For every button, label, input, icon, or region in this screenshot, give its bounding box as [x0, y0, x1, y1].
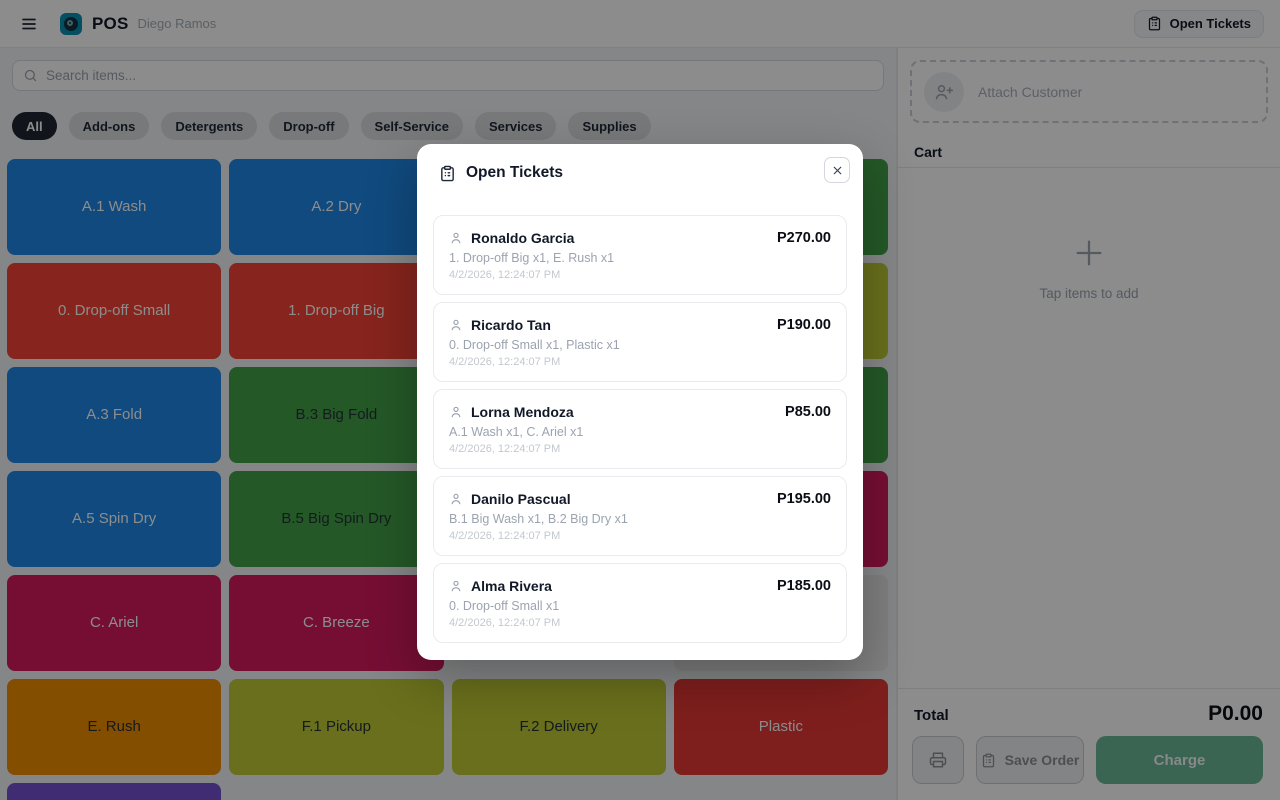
ticket-price: P270.00 [776, 229, 831, 246]
open-tickets-modal: Open Tickets Ronaldo Garcia P270.00 1. Dro… [417, 144, 863, 660]
category-tabs: All Add-ons Detergents Drop-off Self-Service… [12, 112, 651, 140]
ticket-customer-name: Alma Rivera [471, 577, 552, 594]
category-tab-all[interactable]: All [12, 112, 57, 140]
product-tile-c-breeze[interactable]: C. Breeze [229, 575, 444, 671]
modal-header: Open Tickets [417, 144, 863, 192]
save-order-button[interactable]: Save Order [976, 736, 1084, 784]
search-icon [23, 68, 38, 83]
ticket-items-summary: A.1 Wash x1, C. Ariel x1 [449, 424, 584, 439]
product-tile[interactable] [7, 783, 222, 800]
category-tab-services[interactable]: Services [474, 112, 557, 140]
product-tile-plastic[interactable]: Plastic [673, 679, 888, 775]
app-logo [60, 12, 82, 35]
ticket-timestamp: 4/2/2026, 12:24:07 PM [449, 355, 561, 368]
ticket-card[interactable]: Ronaldo Garcia P270.00 1. Drop-off Big x1,… [433, 215, 847, 295]
product-tile-b-3-big-fold[interactable]: B.3 Big Fold [229, 367, 444, 463]
ticket-card[interactable]: Alma Rivera P185.00 0. Drop-off Small x1 4/… [433, 563, 847, 643]
person-icon [449, 579, 463, 593]
category-tab-supplies[interactable]: Supplies [568, 112, 651, 140]
ticket-customer-name: Ricardo Tan [471, 316, 551, 333]
ticket-items-summary: 0. Drop-off Small x1 [449, 598, 560, 613]
person-icon [449, 318, 463, 332]
ticket-timestamp: 4/2/2026, 12:24:07 PM [449, 442, 561, 455]
product-tile-f-2-delivery[interactable]: F.2 Delivery [451, 679, 666, 775]
cart-divider [898, 167, 1280, 168]
ticket-customer-name: Lorna Mendoza [471, 403, 574, 420]
ticket-timestamp: 4/2/2026, 12:24:07 PM [449, 616, 561, 629]
product-tile-b-5-big-spin-dry[interactable]: B.5 Big Spin Dry [229, 471, 444, 567]
ticket-items-summary: 0. Drop-off Small x1, Plastic x1 [449, 337, 620, 352]
category-tab-add-ons[interactable]: Add-ons [68, 112, 150, 140]
ticket-header: Alma Rivera P185.00 [449, 578, 831, 594]
category-tab-self-service[interactable]: Self-Service [360, 112, 463, 140]
ticket-header: Ricardo Tan P190.00 [449, 317, 831, 333]
product-tile-0-drop-off-small[interactable]: 0. Drop-off Small [7, 263, 222, 359]
modal-title: Open Tickets [466, 164, 564, 181]
ticket-price: P85.00 [785, 403, 831, 420]
ticket-price: P190.00 [776, 316, 831, 333]
clipboard-icon [439, 165, 456, 182]
total-value: P0.00 [1208, 702, 1263, 725]
ticket-items-summary: 1. Drop-off Big x1, E. Rush x1 [449, 250, 615, 265]
product-tile-f-1-pickup[interactable]: F.1 Pickup [229, 679, 444, 775]
ticket-card[interactable]: Lorna Mendoza P85.00 A.1 Wash x1, C. Ariel… [433, 389, 847, 469]
cart-footer: Total P0.00 Save Order Charge [898, 688, 1280, 800]
total-label: Total [914, 707, 949, 724]
ticket-customer-name: Ronaldo Garcia [471, 229, 575, 246]
printer-icon [929, 751, 947, 769]
user-plus-icon [924, 71, 964, 112]
product-tile-a-1-wash[interactable]: A.1 Wash [7, 159, 222, 255]
cart-empty-state: Tap items to add [898, 168, 1280, 687]
category-tab-detergents[interactable]: Detergents [161, 112, 258, 140]
product-tile-e-rush[interactable]: E. Rush [7, 679, 222, 775]
hamburger-menu-icon[interactable] [16, 11, 42, 37]
ticket-items-summary: B.1 Big Wash x1, B.2 Big Dry x1 [449, 511, 628, 526]
ticket-price: P185.00 [776, 577, 831, 594]
ticket-card[interactable]: Ricardo Tan P190.00 0. Drop-off Small x1, … [433, 302, 847, 382]
ticket-card[interactable]: Danilo Pascual P195.00 B.1 Big Wash x1, B.… [433, 476, 847, 556]
print-button[interactable] [912, 736, 964, 784]
open-tickets-button-label: Open Tickets [1169, 16, 1251, 31]
ticket-timestamp: 4/2/2026, 12:24:07 PM [449, 268, 561, 281]
attach-customer-button[interactable]: Attach Customer [910, 60, 1268, 123]
ticket-customer-name: Danilo Pascual [471, 490, 571, 507]
total-row: Total P0.00 [898, 689, 1280, 726]
person-icon [449, 492, 463, 506]
open-tickets-list: Ronaldo Garcia P270.00 1. Drop-off Big x1,… [433, 215, 847, 643]
ticket-header: Ronaldo Garcia P270.00 [449, 230, 831, 246]
cart-actions: Save Order Charge [898, 726, 1280, 784]
top-bar: POS Diego Ramos Open Tickets [0, 0, 1280, 48]
person-icon [449, 405, 463, 419]
ticket-timestamp: 4/2/2026, 12:24:07 PM [449, 529, 561, 542]
search-input[interactable] [46, 68, 873, 83]
app-title: POS [92, 13, 129, 33]
clipboard-icon [1147, 16, 1162, 31]
clipboard-icon [981, 753, 996, 768]
product-tile-c-ariel[interactable]: C. Ariel [7, 575, 222, 671]
logo-lens-ring-icon [67, 19, 73, 26]
save-order-label: Save Order [1004, 752, 1080, 768]
ticket-price: P195.00 [776, 490, 831, 507]
ticket-header: Lorna Mendoza P85.00 [449, 404, 831, 420]
cart-empty-hint: Tap items to add [1039, 286, 1139, 301]
product-tile-a-3-fold[interactable]: A.3 Fold [7, 367, 222, 463]
close-icon[interactable] [824, 157, 850, 183]
charge-button[interactable]: Charge [1096, 736, 1263, 784]
cart-title: Cart [914, 144, 943, 160]
ticket-header: Danilo Pascual P195.00 [449, 491, 831, 507]
product-tile-a-5-spin-dry[interactable]: A.5 Spin Dry [7, 471, 222, 567]
product-tile-a-2-dry[interactable]: A.2 Dry [229, 159, 444, 255]
cart-panel: Attach Customer Cart Tap items to add To… [897, 48, 1280, 800]
product-tile-1-drop-off-big[interactable]: 1. Drop-off Big [229, 263, 444, 359]
open-tickets-button[interactable]: Open Tickets [1133, 9, 1264, 38]
category-tab-drop-off[interactable]: Drop-off [269, 112, 349, 140]
user-name: Diego Ramos [137, 16, 217, 31]
search-bar [12, 60, 884, 91]
person-icon [449, 231, 463, 245]
plus-icon [1072, 236, 1106, 270]
attach-customer-label: Attach Customer [978, 83, 1083, 100]
